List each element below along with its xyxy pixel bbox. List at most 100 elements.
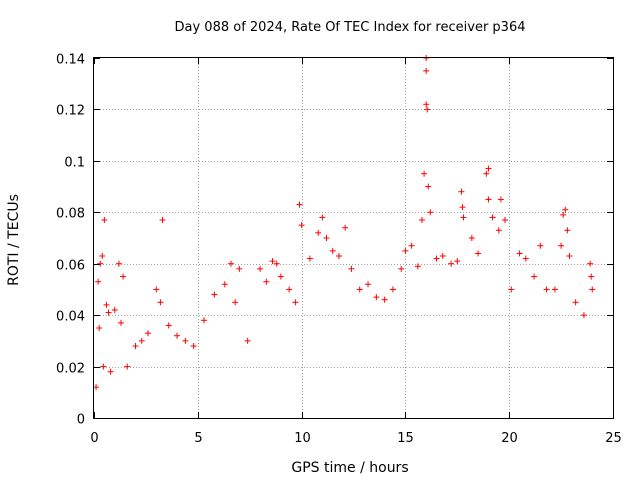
x-tick-labels: 0 5 10 15 20 25 (90, 431, 621, 446)
data-point (296, 201, 303, 208)
y-tick-label: 0 (77, 413, 85, 428)
y-tick-label: 0.02 (56, 362, 85, 377)
data-point (508, 286, 515, 293)
data-point (425, 183, 432, 190)
data-point (381, 296, 388, 303)
plot-frame (93, 57, 614, 419)
data-point (138, 337, 145, 344)
data-point (475, 250, 482, 257)
data-points (93, 55, 596, 391)
data-point (365, 281, 372, 288)
data-point (315, 229, 322, 236)
data-point (190, 343, 197, 349)
data-point (485, 165, 492, 172)
data-point (105, 309, 112, 316)
data-point (263, 278, 270, 285)
data-point (228, 260, 235, 267)
data-point (531, 273, 538, 280)
y-tick-labels: 0 0.02 0.04 0.06 0.08 0.1 0.12 0.14 (56, 53, 85, 428)
data-point (439, 253, 446, 259)
data-point (93, 384, 100, 391)
x-tick-label: 20 (501, 431, 518, 446)
data-point (292, 299, 299, 306)
data-point (97, 260, 104, 267)
x-tick-label: 10 (294, 431, 311, 446)
data-point (572, 299, 579, 306)
data-point (115, 260, 122, 267)
y-tick-label: 0.14 (56, 53, 85, 68)
x-axis-label: GPS time / hours (291, 460, 408, 476)
x-tick-label: 0 (90, 431, 98, 446)
data-point (96, 325, 103, 331)
data-point (232, 299, 239, 306)
data-point (323, 235, 330, 241)
data-point (273, 260, 280, 267)
y-tick-label: 0.04 (56, 310, 85, 325)
data-point (373, 294, 380, 301)
data-point (483, 170, 490, 177)
data-point (103, 301, 110, 308)
data-point (165, 322, 172, 329)
data-point (111, 307, 118, 313)
data-point (522, 255, 529, 262)
data-point (159, 217, 166, 223)
data-point (458, 188, 465, 195)
data-point (269, 258, 276, 265)
x-tick-label: 15 (397, 431, 414, 446)
data-point (389, 286, 396, 293)
data-point (306, 255, 313, 262)
data-point (244, 337, 251, 344)
data-point (402, 247, 409, 254)
data-point (201, 317, 208, 324)
data-point (211, 291, 218, 298)
data-point (485, 196, 492, 203)
data-point (182, 337, 189, 344)
data-point (100, 363, 107, 370)
data-point (580, 312, 587, 319)
y-tick-label: 0.06 (56, 259, 85, 274)
data-point (543, 286, 550, 293)
data-point (564, 227, 571, 234)
data-point (157, 299, 164, 306)
data-point (120, 273, 127, 280)
data-point (427, 209, 434, 216)
y-tick-label: 0.08 (56, 207, 85, 222)
data-point (433, 255, 440, 262)
axis-ticks (94, 58, 614, 419)
data-point (423, 101, 430, 108)
data-point (560, 211, 567, 218)
data-point (221, 281, 228, 288)
data-point (132, 343, 139, 349)
data-point (419, 217, 426, 223)
data-point (460, 214, 467, 221)
data-point (589, 286, 596, 293)
x-tick-label: 25 (605, 431, 622, 446)
y-tick-label: 0.1 (64, 156, 85, 171)
data-point (95, 278, 102, 285)
data-point (356, 286, 363, 293)
data-point (124, 363, 131, 370)
data-point (423, 67, 430, 74)
data-point (236, 265, 243, 272)
gridlines (94, 58, 613, 418)
data-point (348, 265, 355, 272)
data-point (398, 265, 405, 272)
data-point (495, 227, 502, 234)
data-point (566, 253, 573, 259)
data-point (408, 242, 415, 249)
data-point (448, 260, 455, 267)
data-point (277, 273, 284, 280)
data-point (335, 253, 342, 259)
data-point (421, 170, 428, 177)
data-point (342, 224, 349, 231)
data-point (286, 286, 293, 293)
data-point (587, 260, 594, 267)
data-point (459, 204, 466, 211)
data-point (319, 214, 326, 221)
data-point (144, 330, 151, 337)
data-point (558, 242, 565, 249)
data-point (424, 106, 431, 113)
data-point (101, 217, 108, 223)
data-point (562, 206, 569, 213)
data-point (516, 250, 523, 257)
